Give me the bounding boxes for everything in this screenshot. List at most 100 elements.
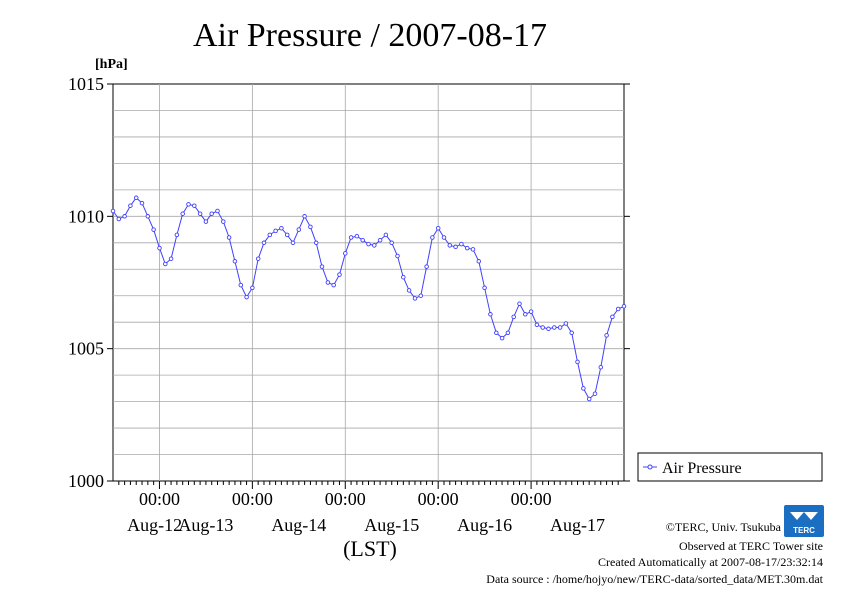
data-point [343,251,348,256]
data-point [604,333,609,338]
data-point [546,326,551,332]
data-point [615,306,621,312]
data-point [482,285,487,291]
data-point [290,240,296,246]
data-point [435,225,441,231]
footer-data-source: Data source : /home/hojyo/new/TERC-data/… [486,572,823,586]
x-day-label: Aug-17 [550,515,605,535]
x-day-label: Aug-13 [178,515,233,535]
data-point [226,235,232,240]
x-tick-label: 00:00 [511,489,552,509]
data-point [337,272,342,277]
plot-area [112,83,625,482]
data-point [586,396,592,402]
data-point [459,241,464,247]
data-point [453,244,458,250]
data-point [401,274,406,280]
data-point [238,282,244,288]
data-point [122,214,127,219]
data-point [174,232,180,238]
legend-marker-swatch [647,464,653,470]
data-point [418,293,424,298]
data-point [255,256,261,261]
y-axis-unit-label: [hPa] [95,57,128,72]
data-point [360,237,365,243]
data-point [128,203,133,208]
data-point [575,359,580,365]
data-point [215,208,220,214]
data-point [145,214,151,219]
legend-box [637,452,823,482]
logo-wave-icon-2 [804,512,818,520]
data-point [319,264,325,269]
data-point [511,314,516,320]
data-point [221,219,226,224]
x-tick-label: 00:00 [232,489,273,509]
data-point [313,240,319,246]
data-point [592,391,598,396]
data-point [395,253,400,259]
data-point [197,211,203,216]
grid-lines [113,84,624,481]
x-day-label: Aug-12 [127,515,182,535]
data-point [377,237,383,243]
data-point [284,232,290,238]
data-point [279,225,284,231]
data-point [552,325,557,330]
y-tick-label: 1015 [68,74,104,94]
data-point [151,227,156,232]
data-point [540,325,545,330]
y-tick-label: 1010 [68,206,104,226]
data-point [534,322,540,328]
data-point [186,202,191,207]
x-tick-label: 00:00 [325,489,366,509]
data-point [110,208,116,214]
data-point [406,288,412,293]
data-point [557,325,563,330]
data-point [505,330,511,336]
data-point [488,312,493,317]
data-point [354,233,360,239]
data-point [139,200,145,206]
data-point [494,330,499,336]
data-point [621,304,627,309]
data-point [133,195,139,201]
data-point [424,264,429,269]
data-point [267,232,273,238]
data-point [430,235,435,240]
data-point [569,330,574,336]
data-point [412,296,418,301]
data-point [273,228,278,234]
logo-wave-icon [790,512,804,520]
legend-entry-air-pressure: Air Pressure [662,460,742,477]
chart-title: Air Pressure / 2007-08-17 [193,17,547,54]
data-point [447,243,453,248]
footer-copyright: ©TERC, Univ. Tsukuba [666,520,782,534]
data-point [598,364,604,370]
x-day-label: Aug-15 [364,515,419,535]
data-point [610,314,615,320]
legend: Air Pressure [637,452,823,482]
data-point [331,282,336,288]
data-point [168,256,174,261]
footer-observed: Observed at TERC Tower site [679,539,823,553]
data-point [517,301,522,306]
data-point [372,243,377,248]
x-day-label: Aug-14 [271,515,326,535]
terc-logo: TERC [784,505,824,537]
data-point [163,261,168,267]
data-point [180,211,185,216]
data-point [116,216,122,222]
data-point [383,232,389,238]
data-point [232,259,238,264]
y-tick-label: 1005 [68,339,104,359]
data-point [441,235,447,240]
data-point [563,321,569,326]
data-point [348,235,354,240]
data-point [476,259,482,264]
x-day-label: Aug-16 [457,515,512,535]
data-point [244,294,249,300]
data-point [250,285,255,291]
footer-created: Created Automatically at 2007-08-17/23:3… [598,555,823,569]
data-point [499,335,505,341]
